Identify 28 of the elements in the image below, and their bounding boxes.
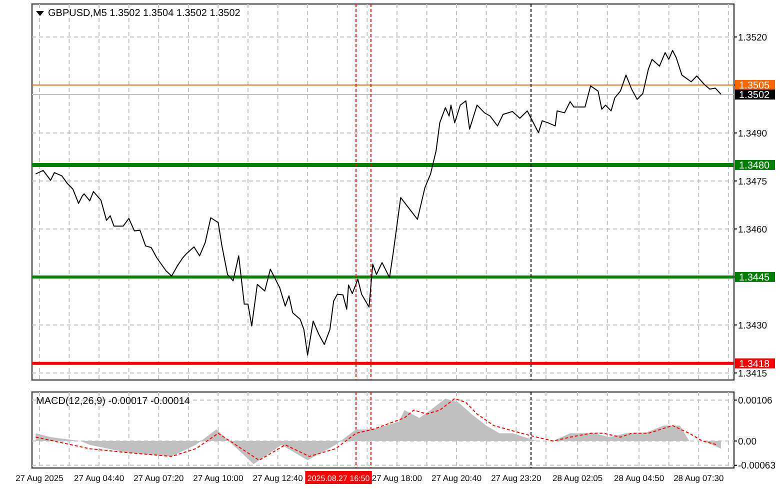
y-tick-label: 0.00106 <box>738 395 772 406</box>
x-tick-label: 27 Aug 18:00 <box>372 473 422 483</box>
y-tick-label: 1.3475 <box>738 176 768 188</box>
y-tick-label: 1.3415 <box>738 368 768 380</box>
x-tick-label: 27 Aug 2025 <box>16 473 64 483</box>
x-tick-label: 27 Aug 20:40 <box>431 473 482 483</box>
x-tick-label: 27 Aug 23:20 <box>491 473 542 483</box>
x-tick-label: 27 Aug 12:40 <box>252 473 304 483</box>
x-tick-label: 28 Aug 04:50 <box>614 473 664 483</box>
ref-line-label: 1.3445 <box>739 272 770 284</box>
y-tick-label: 1.3490 <box>738 128 768 140</box>
ref-line-label: 1.3480 <box>739 160 770 172</box>
chart-title: MACD(12,26,9) -0.00017 -0.00014 <box>36 396 190 407</box>
y-tick-label: 1.3460 <box>738 224 768 236</box>
y-tick-label: 1.3520 <box>738 32 768 44</box>
ref-line-label: 1.3418 <box>739 358 770 370</box>
x-tick-label: 28 Aug 07:30 <box>674 473 724 483</box>
y-tick-label: 0.00 <box>738 436 756 448</box>
y-tick-label: 1.3430 <box>738 320 768 332</box>
ref-line-label: 1.3502 <box>739 90 770 102</box>
chart-title: GBPUSD,M5 1.3502 1.3504 1.3502 1.3502 <box>48 8 241 19</box>
x-tick-label: 27 Aug 04:40 <box>74 473 124 483</box>
y-tick-label: -0.00063 <box>738 460 776 472</box>
ref-line-label: 1.3505 <box>739 80 770 92</box>
x-tick-label: 27 Aug 07:20 <box>134 473 184 483</box>
x-tick-label: 28 Aug 02:05 <box>552 473 603 483</box>
ref-line-label: 2025.08.27 16:50 <box>307 474 370 483</box>
x-tick-label: 27 Aug 10:00 <box>193 473 244 483</box>
